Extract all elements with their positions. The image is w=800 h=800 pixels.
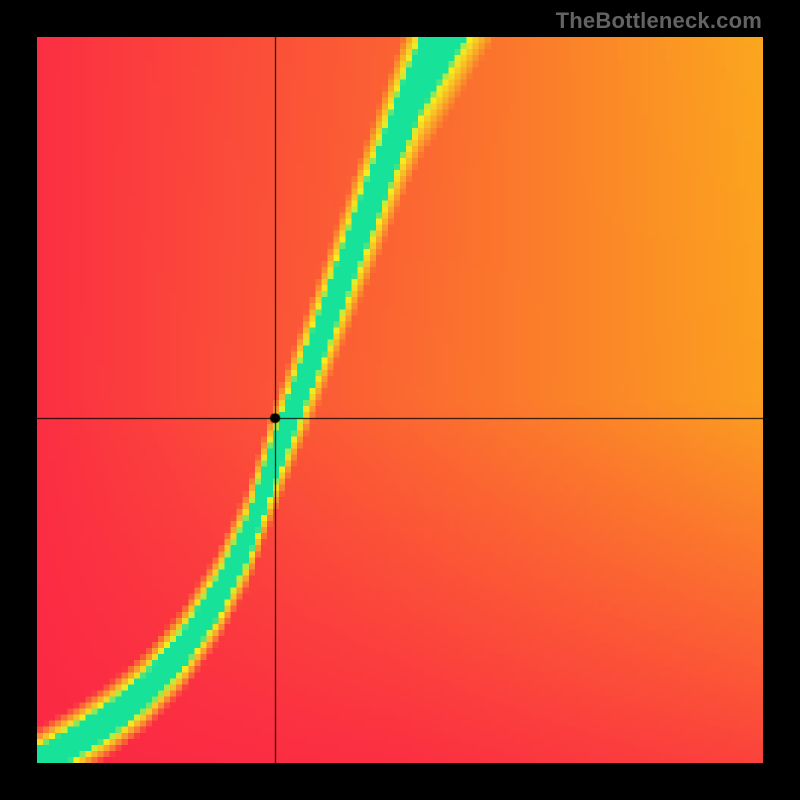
crosshair-overlay: [37, 37, 763, 763]
watermark-text: TheBottleneck.com: [556, 8, 762, 34]
